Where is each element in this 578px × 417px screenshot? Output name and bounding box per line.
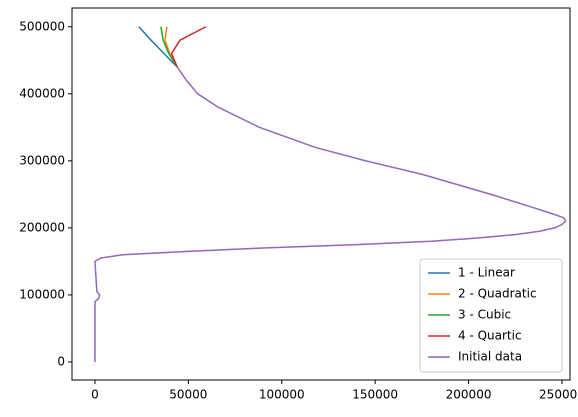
y-tick-label: 100000 <box>19 287 65 301</box>
y-tick-label: 0 <box>57 354 65 368</box>
y-tick-label: 300000 <box>19 153 65 167</box>
legend-box <box>419 258 563 373</box>
legend-label: 2 - Quadratic <box>458 287 537 301</box>
line <box>160 26 178 68</box>
legend-label: 1 - Linear <box>458 266 515 280</box>
x-tick-label: 200000 <box>446 388 492 402</box>
legend-label: 4 - Quartic <box>458 329 522 343</box>
line <box>94 66 567 362</box>
y-tick-label: 400000 <box>19 86 65 100</box>
legend-label: 3 - Cubic <box>458 308 511 322</box>
y-tick-label: 500000 <box>19 19 65 33</box>
legend-label: Initial data <box>458 350 522 364</box>
plot-frame <box>71 7 571 381</box>
line <box>138 26 178 68</box>
line <box>170 26 207 68</box>
x-tick-label: 150000 <box>352 388 398 402</box>
x-tick-label: 0 <box>91 388 99 402</box>
y-tick-label: 200000 <box>19 220 65 234</box>
x-tick-label: 100000 <box>259 388 305 402</box>
x-tick-label: 50000 <box>169 388 207 402</box>
